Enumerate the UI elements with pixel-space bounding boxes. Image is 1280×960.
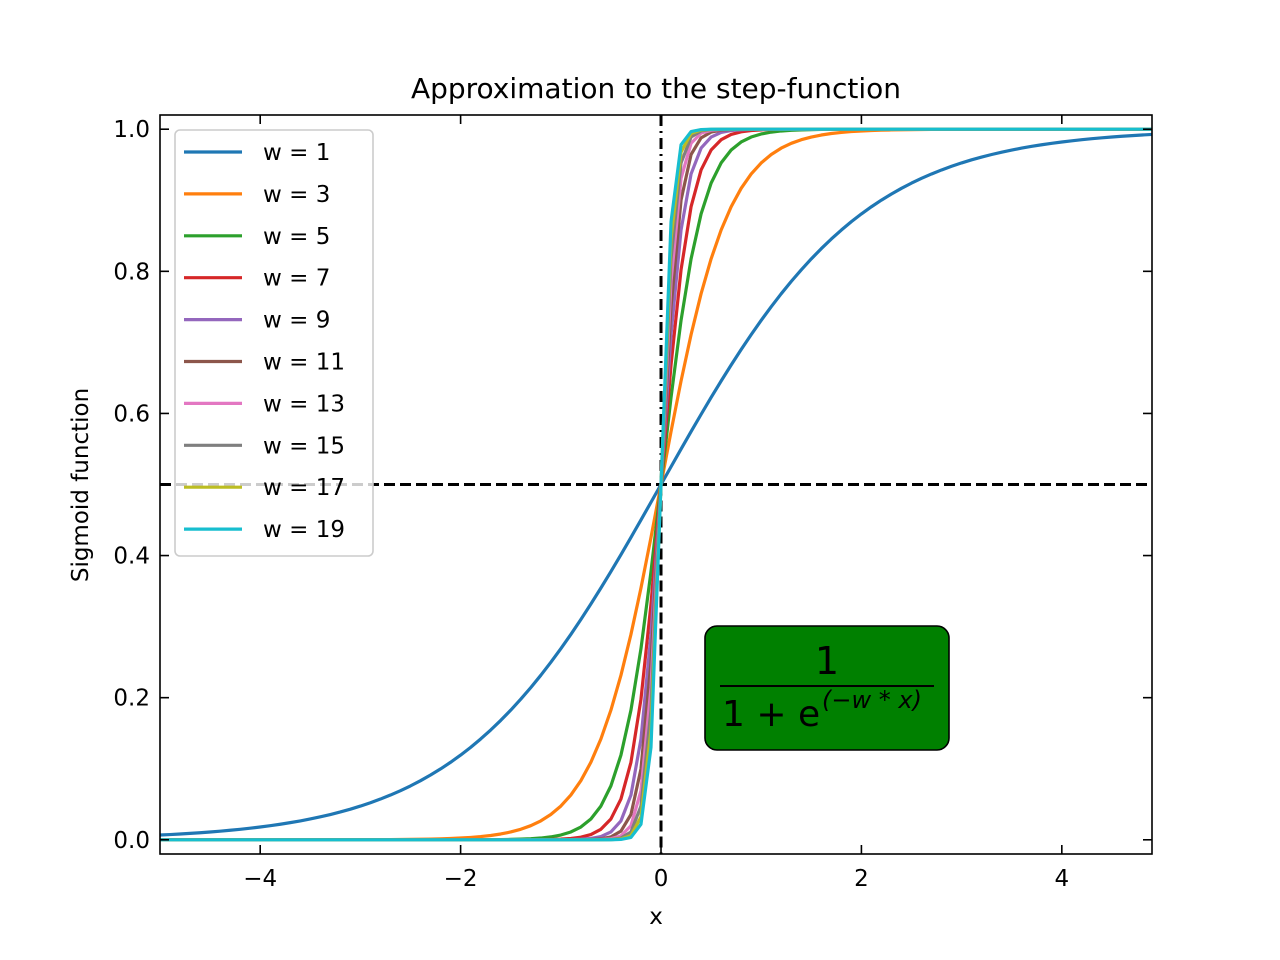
legend-item: w = 11 bbox=[184, 350, 345, 376]
legend-label: w = 1 bbox=[263, 140, 330, 166]
y-tick-label: 0.8 bbox=[113, 259, 150, 285]
x-tick-label: −4 bbox=[243, 866, 277, 892]
legend-item: w = 15 bbox=[184, 433, 345, 459]
x-axis-title: x bbox=[649, 904, 663, 930]
legend-label: w = 19 bbox=[263, 517, 345, 543]
legend-item: w = 1 bbox=[184, 140, 330, 166]
legend-item: w = 3 bbox=[184, 182, 330, 208]
formula-box-background bbox=[704, 625, 950, 751]
chart-title: Approximation to the step-function bbox=[411, 72, 901, 105]
legend-label: w = 11 bbox=[263, 350, 345, 376]
y-tick-label: 0.0 bbox=[113, 828, 150, 854]
formula-exponent: (−w * x) bbox=[822, 686, 922, 714]
legend-label: w = 3 bbox=[263, 182, 330, 208]
legend-item: w = 9 bbox=[184, 308, 330, 334]
x-tick-label: 0 bbox=[654, 866, 669, 892]
legend-item: w = 5 bbox=[184, 224, 330, 250]
legend-label: w = 13 bbox=[263, 391, 345, 417]
legend-item: w = 7 bbox=[184, 266, 330, 292]
x-tick-label: −2 bbox=[444, 866, 478, 892]
legend-item: w = 19 bbox=[184, 517, 345, 543]
y-tick-label: 1.0 bbox=[113, 117, 150, 143]
legend-label: w = 15 bbox=[263, 433, 345, 459]
x-tick-label: 4 bbox=[1054, 866, 1069, 892]
y-tick-label: 0.6 bbox=[113, 401, 150, 427]
y-axis-title: Sigmoid function bbox=[68, 388, 94, 582]
legend: w = 1 w = 3 w = 5 w = 7 w = 9 w = 11 w = 13 w =… bbox=[174, 129, 374, 557]
y-tick-label: 0.2 bbox=[113, 686, 150, 712]
legend-label: w = 5 bbox=[263, 224, 330, 250]
legend-item: w = 13 bbox=[184, 391, 345, 417]
formula-denominator-base: 1 + e bbox=[722, 694, 820, 735]
series-line-w-19 bbox=[160, 127, 1152, 842]
plot-frame bbox=[159, 114, 1153, 855]
x-tick-label: 2 bbox=[854, 866, 869, 892]
legend-label: w = 17 bbox=[263, 475, 345, 501]
legend-label: w = 9 bbox=[263, 308, 330, 334]
legend-label: w = 7 bbox=[263, 266, 330, 292]
formula-numerator: 1 bbox=[815, 639, 839, 683]
series-line-w-1 bbox=[160, 132, 1152, 837]
y-tick-label: 0.4 bbox=[113, 544, 150, 570]
formula-annotation: 1 1 + e (−w * x) bbox=[704, 625, 950, 751]
legend-item: w = 17 bbox=[184, 475, 345, 501]
